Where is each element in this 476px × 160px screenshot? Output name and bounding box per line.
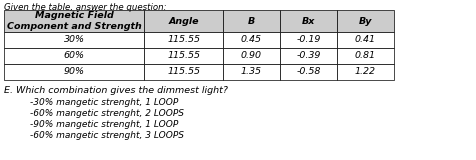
Text: 115.55: 115.55 <box>167 36 199 44</box>
Text: Given the table, answer the question:: Given the table, answer the question: <box>4 3 166 12</box>
Text: -0.19: -0.19 <box>296 36 320 44</box>
Bar <box>279 32 336 48</box>
Text: 115.55: 115.55 <box>167 68 199 76</box>
Text: 0.81: 0.81 <box>354 52 375 60</box>
Text: 0.90: 0.90 <box>240 52 261 60</box>
Bar <box>222 48 279 64</box>
Bar <box>4 32 144 48</box>
Text: 30%: 30% <box>63 36 84 44</box>
Text: B: B <box>247 16 254 25</box>
Text: By: By <box>358 16 371 25</box>
Text: -30% mangetic strenght, 1 LOOP: -30% mangetic strenght, 1 LOOP <box>30 98 178 107</box>
Bar <box>4 48 144 64</box>
Bar <box>222 32 279 48</box>
Text: E. Which combination gives the dimmest light?: E. Which combination gives the dimmest l… <box>4 86 228 95</box>
Text: Magnetic Field
Component and Strength: Magnetic Field Component and Strength <box>7 11 141 31</box>
Bar <box>279 48 336 64</box>
Bar <box>222 10 279 32</box>
Text: -90% mangetic strenght, 1 LOOP: -90% mangetic strenght, 1 LOOP <box>30 120 178 129</box>
Text: 0.45: 0.45 <box>240 36 261 44</box>
Bar <box>336 32 393 48</box>
Text: -60% mangetic strenght, 2 LOOPS: -60% mangetic strenght, 2 LOOPS <box>30 109 184 118</box>
Text: 1.22: 1.22 <box>354 68 375 76</box>
Bar <box>336 48 393 64</box>
Text: 115.55: 115.55 <box>167 52 199 60</box>
Bar <box>144 10 222 32</box>
Bar <box>4 64 144 80</box>
Bar <box>144 32 222 48</box>
Bar <box>144 64 222 80</box>
Text: 0.41: 0.41 <box>354 36 375 44</box>
Text: Bx: Bx <box>301 16 315 25</box>
Text: -0.39: -0.39 <box>296 52 320 60</box>
Text: 1.35: 1.35 <box>240 68 261 76</box>
Bar <box>4 10 144 32</box>
Bar <box>336 64 393 80</box>
Bar <box>144 48 222 64</box>
Text: 60%: 60% <box>63 52 84 60</box>
Bar <box>279 10 336 32</box>
Text: -60% mangetic strenght, 3 LOOPS: -60% mangetic strenght, 3 LOOPS <box>30 131 184 140</box>
Text: 90%: 90% <box>63 68 84 76</box>
Bar <box>336 10 393 32</box>
Bar <box>279 64 336 80</box>
Text: -0.58: -0.58 <box>296 68 320 76</box>
Text: Angle: Angle <box>168 16 198 25</box>
Bar <box>222 64 279 80</box>
